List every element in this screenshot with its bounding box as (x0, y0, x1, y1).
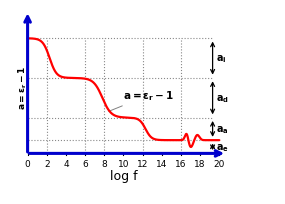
Text: $\mathbf{a = \varepsilon_r - 1}$: $\mathbf{a = \varepsilon_r - 1}$ (16, 66, 28, 110)
Text: 10: 10 (118, 159, 129, 168)
Text: 8: 8 (101, 159, 107, 168)
Text: log f: log f (110, 170, 137, 182)
Text: 4: 4 (63, 159, 69, 168)
Text: 12: 12 (137, 159, 148, 168)
Text: $\mathbf{a_i}$: $\mathbf{a_i}$ (216, 53, 227, 65)
Text: 6: 6 (82, 159, 88, 168)
Text: 18: 18 (194, 159, 206, 168)
Text: $\mathbf{a = \varepsilon_r - 1}$: $\mathbf{a = \varepsilon_r - 1}$ (109, 89, 174, 112)
Text: 2: 2 (44, 159, 50, 168)
Text: $\mathbf{a_a}$: $\mathbf{a_a}$ (216, 123, 229, 135)
Text: 14: 14 (156, 159, 168, 168)
Text: 20: 20 (214, 159, 225, 168)
Text: 0: 0 (25, 159, 30, 168)
Text: $\mathbf{a_e}$: $\mathbf{a_e}$ (216, 141, 229, 153)
Text: $\mathbf{a_d}$: $\mathbf{a_d}$ (216, 92, 229, 104)
Text: 16: 16 (175, 159, 187, 168)
